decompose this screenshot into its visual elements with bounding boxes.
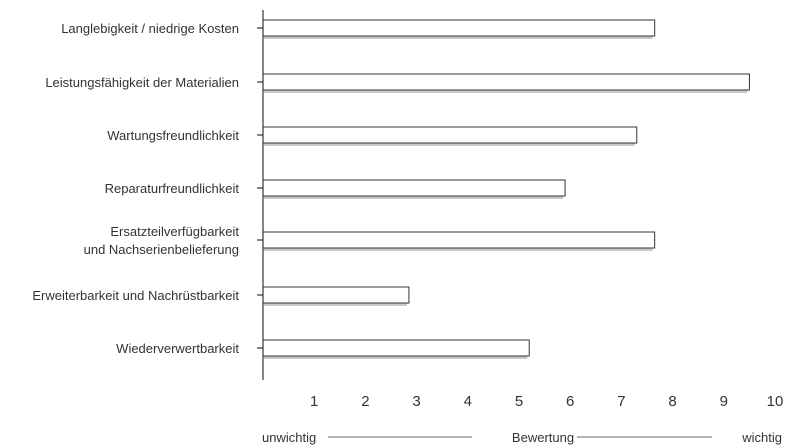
bar <box>262 231 656 249</box>
bar <box>262 286 410 304</box>
category-label: Erweiterbarkeit und Nachrüstbarkeit <box>32 288 239 303</box>
scale-label-middle: Bewertung <box>512 430 574 445</box>
category-label: Wartungsfreundlichkeit <box>107 128 239 143</box>
bar <box>262 179 566 197</box>
x-tick-label: 5 <box>515 393 523 410</box>
bar <box>262 339 530 357</box>
category-label: Wiederverwertbarkeit <box>116 341 239 356</box>
x-tick-label: 6 <box>566 393 574 410</box>
x-tick-label: 7 <box>617 393 625 410</box>
bars-layer <box>262 19 750 359</box>
bar <box>262 73 750 91</box>
category-label: Reparaturfreundlichkeit <box>105 181 240 196</box>
x-tick-label: 9 <box>720 393 728 410</box>
category-labels: Langlebigkeit / niedrige Kosten Leistungs… <box>32 21 239 356</box>
category-label: Leistungsfähigkeit der Materialien <box>45 75 239 90</box>
x-tick-label: 1 <box>310 393 318 410</box>
bar <box>262 19 656 37</box>
x-tick-label: 2 <box>361 393 369 410</box>
scale-label-low: unwichtig <box>262 430 316 445</box>
axis-layer <box>257 10 264 380</box>
category-label: und Nachserienbelieferung <box>84 242 239 257</box>
scale-label-high: wichtig <box>741 430 782 445</box>
scale-legend: unwichtig Bewertung wichtig <box>262 430 782 445</box>
x-tick-label: 3 <box>412 393 420 410</box>
category-label: Langlebigkeit / niedrige Kosten <box>61 21 239 36</box>
x-tick-label: 4 <box>464 393 472 410</box>
x-tick-label: 10 <box>767 393 784 410</box>
bar <box>262 126 638 144</box>
category-label: Ersatzteilverfügbarkeit <box>110 224 239 239</box>
x-tick-label: 8 <box>668 393 676 410</box>
x-tick-labels: 1 2 3 4 5 6 7 8 9 10 <box>310 393 783 410</box>
